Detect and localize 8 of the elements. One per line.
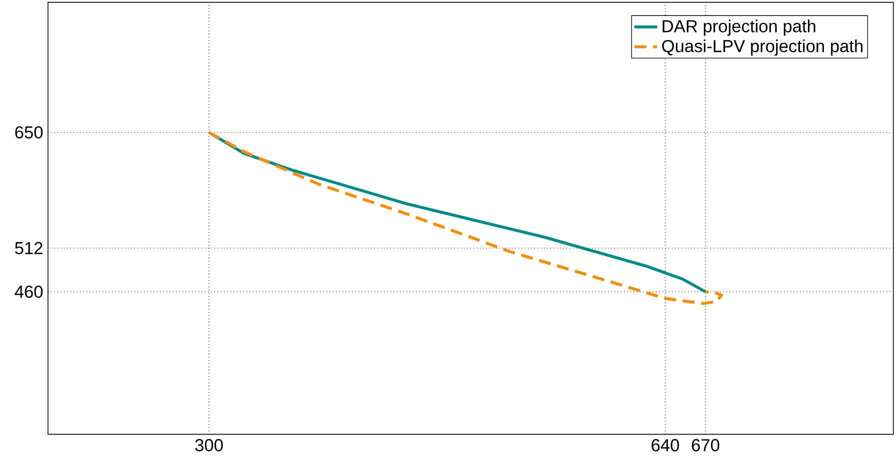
legend-label: Quasi-LPV projection path: [662, 40, 862, 56]
x-tick-label: 670: [692, 439, 720, 452]
y-tick-label: 460: [14, 286, 43, 298]
legend-label: DAR projection path: [662, 20, 816, 36]
y-tick-label: 650: [15, 126, 43, 138]
x-tick-label: 300: [195, 439, 223, 452]
x-tick-label: 640: [652, 439, 680, 452]
y-tick-label: 512: [15, 242, 42, 254]
